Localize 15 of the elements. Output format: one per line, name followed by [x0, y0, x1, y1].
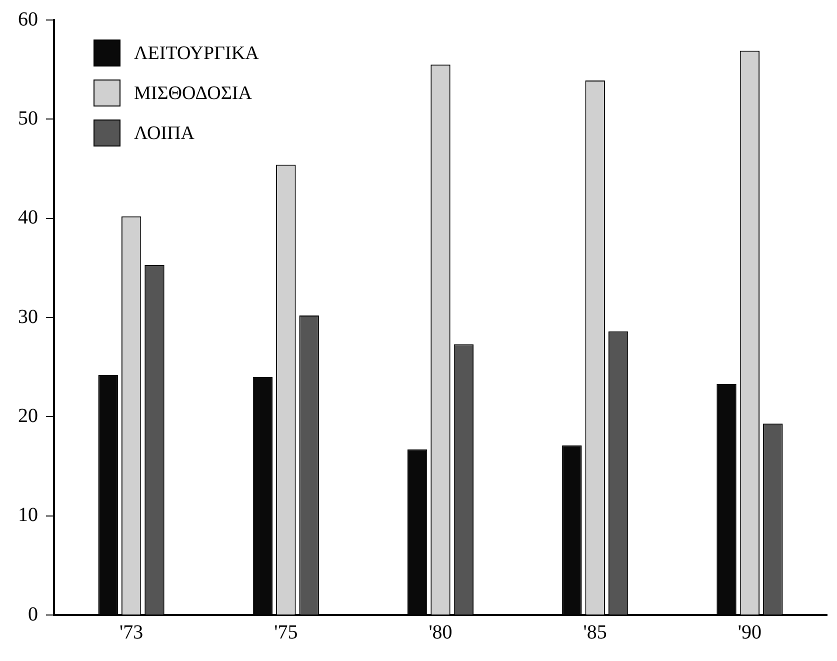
x-tick-label: '90	[738, 621, 762, 644]
x-tick-label: '80	[428, 621, 452, 644]
x-tick-label: '75	[274, 621, 298, 644]
y-tick-label: 50	[18, 107, 38, 130]
legend-label: ΛΕΙΤΟΥΡΓΙΚΑ	[134, 42, 260, 64]
legend-label: ΜΙΣΘΟΔΟΣΙΑ	[134, 82, 252, 104]
y-tick-label: 0	[28, 603, 38, 626]
y-tick-label: 10	[18, 504, 38, 526]
x-tick-label: '73	[119, 621, 144, 644]
y-tick-label: 60	[18, 8, 38, 30]
legend-label: ΛΟΙΠΑ	[134, 122, 195, 144]
x-tick-label: '85	[583, 621, 607, 644]
y-tick-label: 40	[18, 206, 38, 229]
y-tick-label: 30	[18, 306, 38, 328]
y-tick-label: 20	[18, 404, 38, 427]
